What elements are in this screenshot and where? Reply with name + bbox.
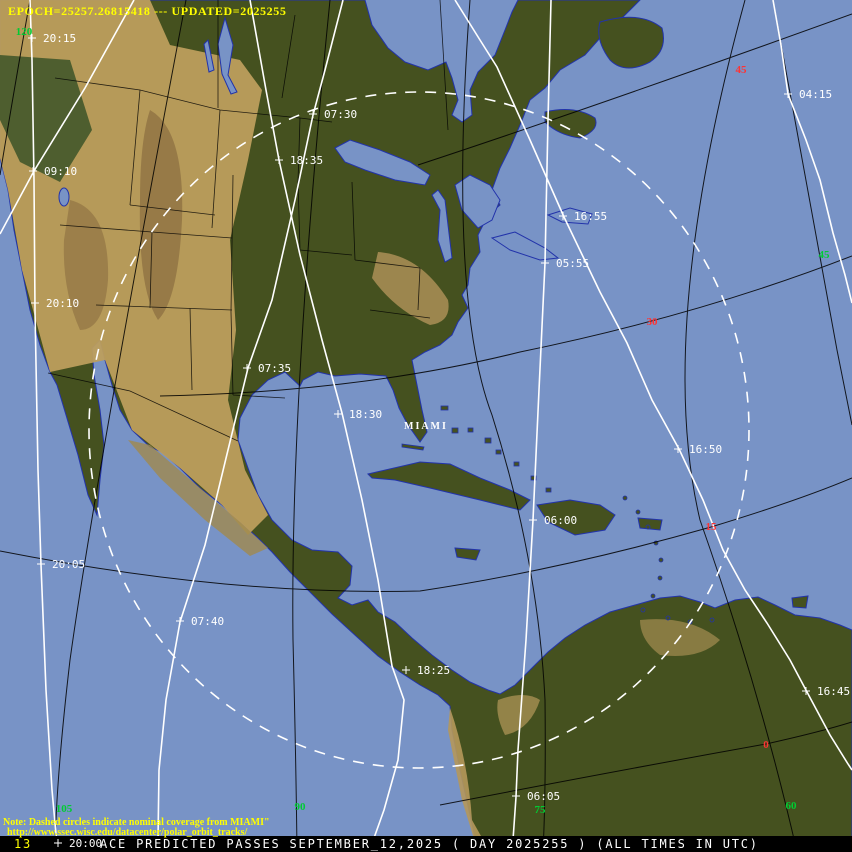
track-2000-2015 — [29, 0, 58, 846]
time-label: 20:05 — [52, 558, 85, 571]
coverage-note-line1: Note: Dashed circles indicate nominal co… — [3, 817, 270, 828]
time-tick-cross — [176, 617, 184, 625]
time-label: 06:00 — [544, 514, 577, 527]
time-label: 16:50 — [689, 443, 722, 456]
time-label: 07:40 — [191, 615, 224, 628]
time-label: 18:25 — [417, 664, 450, 677]
lake-winnipeg — [217, 16, 238, 95]
time-label: 06:05 — [527, 790, 560, 803]
time-tick-cross — [784, 90, 792, 98]
time-label: 20:15 — [43, 32, 76, 45]
lakes-layer — [58, 16, 593, 263]
lake-manitoba — [203, 38, 215, 73]
latitude-15n — [0, 477, 852, 592]
latitude-label: 45 — [736, 64, 748, 76]
longitude-label: 45 — [819, 249, 831, 261]
longitude-label: 105 — [56, 803, 73, 815]
time-tick-cross — [275, 156, 283, 164]
track-0910 — [0, 0, 135, 235]
track-1645-1655 — [454, 0, 852, 771]
track-0730-0740 — [157, 0, 344, 841]
time-label: 07:35 — [258, 362, 291, 375]
latitude-0 — [439, 721, 852, 806]
latitude-45n — [417, 13, 852, 166]
time-tick-cross — [28, 34, 36, 42]
latitude-label: 0 — [763, 739, 769, 751]
time-label: 16:55 — [574, 210, 607, 223]
terrain-colombia — [497, 695, 540, 735]
lake-michigan — [431, 189, 453, 263]
time-tick-cross — [37, 560, 45, 568]
island-jamaica — [454, 547, 481, 561]
longitude-label: 120 — [16, 26, 33, 38]
time-label: 05:55 — [556, 257, 589, 270]
time-label: 07:30 — [324, 108, 357, 121]
island-hispaniola — [536, 499, 616, 536]
meridian-120w — [0, 0, 31, 176]
meridian-75w — [462, 0, 546, 852]
longitude-label: 90 — [295, 801, 307, 813]
island-puerto-rico — [637, 517, 663, 531]
time-tick-cross — [54, 839, 62, 847]
time-tick-cross — [402, 666, 410, 674]
topography-layer — [0, 0, 720, 852]
terrain-mexico-sierra — [128, 440, 268, 556]
lake-ontario — [546, 207, 593, 225]
meridian-90w — [292, 0, 331, 852]
lake-huron — [454, 174, 501, 229]
latitude-label: 15 — [706, 521, 718, 533]
time-label: 20:10 — [46, 297, 79, 310]
lake-superior — [334, 139, 431, 186]
great-salt-lake — [58, 187, 70, 207]
borders-layer — [47, 0, 449, 442]
coverage-note-line2: http://www.ssec.wisc.edu/datacenter/pola… — [7, 827, 247, 838]
time-tick-cross — [674, 445, 682, 453]
island-newfoundland — [598, 16, 664, 69]
time-label: 18:35 — [290, 154, 323, 167]
miami-city-label: MIAMI — [404, 421, 448, 432]
terrain-pnw-green — [0, 55, 92, 182]
time-label: 18:30 — [349, 408, 382, 421]
time-tick-cross — [243, 364, 251, 372]
meridian-105w — [54, 0, 187, 852]
map-labels-layer: 20:15 09:10 20:10 20:05 20:00 07:30 18:35 07:35… — [16, 26, 850, 850]
time-tick-cross — [802, 687, 810, 695]
time-tick-cross — [31, 299, 39, 307]
footer-bar — [0, 836, 852, 852]
time-label: 16:45 — [817, 685, 850, 698]
time-tick-cross — [529, 516, 537, 524]
latitude-label: 30 — [647, 316, 659, 328]
time-tick-cross — [334, 410, 342, 418]
longitude-label: 60 — [786, 800, 798, 812]
time-tick-cross — [512, 792, 520, 800]
time-label: 20:00 — [69, 837, 102, 850]
time-tick-cross — [541, 259, 549, 267]
time-tick-cross — [309, 110, 317, 118]
time-tick-cross — [559, 212, 567, 220]
footer-pass-number: 13 — [14, 837, 32, 851]
island-cuba — [367, 461, 531, 511]
terrain-appalachians — [372, 252, 449, 325]
lake-erie — [490, 231, 560, 261]
epoch-line: EPOCH=25257.26815418 --- UPDATED=2025255 — [8, 4, 286, 18]
coverage-circle — [88, 91, 750, 769]
track-0415 — [772, 0, 852, 304]
island-nova-scotia — [544, 109, 597, 139]
footer-caption: ACE PREDICTED PASSES SEPTEMBER_12,2025 (… — [100, 837, 759, 851]
small-islands-layer — [401, 405, 715, 625]
latitude-30n — [159, 255, 852, 397]
terrain-rockies — [139, 110, 183, 320]
time-label: 09:10 — [44, 165, 77, 178]
terrain-basin — [63, 200, 109, 330]
time-label: 04:15 — [799, 88, 832, 101]
time-tick-cross — [29, 167, 37, 175]
terrain-andes — [448, 708, 490, 852]
island-trinidad — [791, 595, 809, 609]
meridian-60w — [684, 0, 798, 852]
longitude-label: 75 — [535, 804, 547, 816]
